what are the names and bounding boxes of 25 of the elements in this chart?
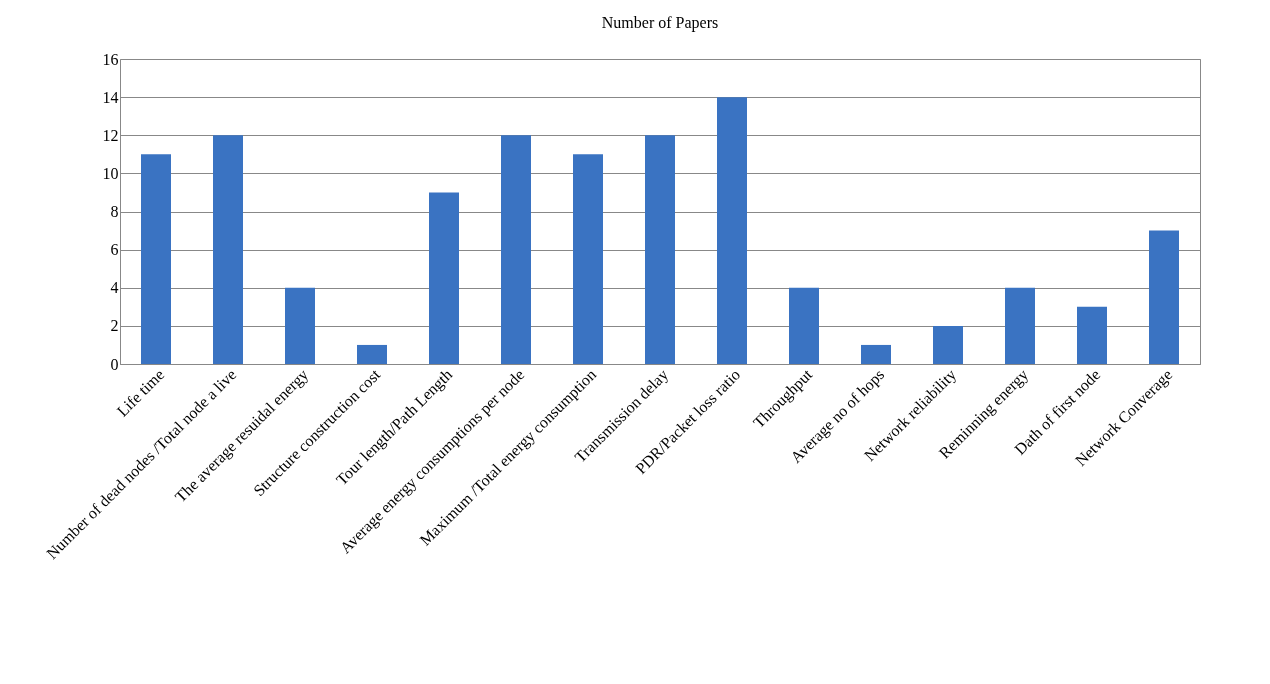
bar: [933, 325, 963, 364]
y-tick-label: 10: [102, 164, 119, 182]
y-tick-label: 6: [110, 241, 119, 259]
bar: [789, 287, 819, 364]
y-tick-label: 0: [110, 355, 119, 373]
y-tick-label: 12: [102, 126, 119, 144]
bar: [141, 154, 171, 364]
y-tick-label: 4: [110, 279, 119, 297]
y-tick-label: 2: [110, 317, 119, 335]
bar: [1077, 306, 1107, 364]
bar: [645, 135, 675, 364]
bar: [861, 344, 891, 364]
chart-title: Number of Papers: [601, 14, 719, 32]
bar: [1005, 287, 1035, 364]
bar: [573, 154, 603, 364]
bar: [285, 287, 315, 364]
bar: [717, 97, 747, 364]
bar: [501, 135, 531, 364]
y-tick-label: 14: [102, 88, 119, 106]
y-tick-label: 8: [110, 203, 119, 220]
bar: [429, 192, 459, 364]
bar: [213, 135, 243, 364]
bar: [1149, 230, 1179, 364]
bar: [357, 344, 387, 364]
y-tick-label: 16: [102, 50, 119, 68]
